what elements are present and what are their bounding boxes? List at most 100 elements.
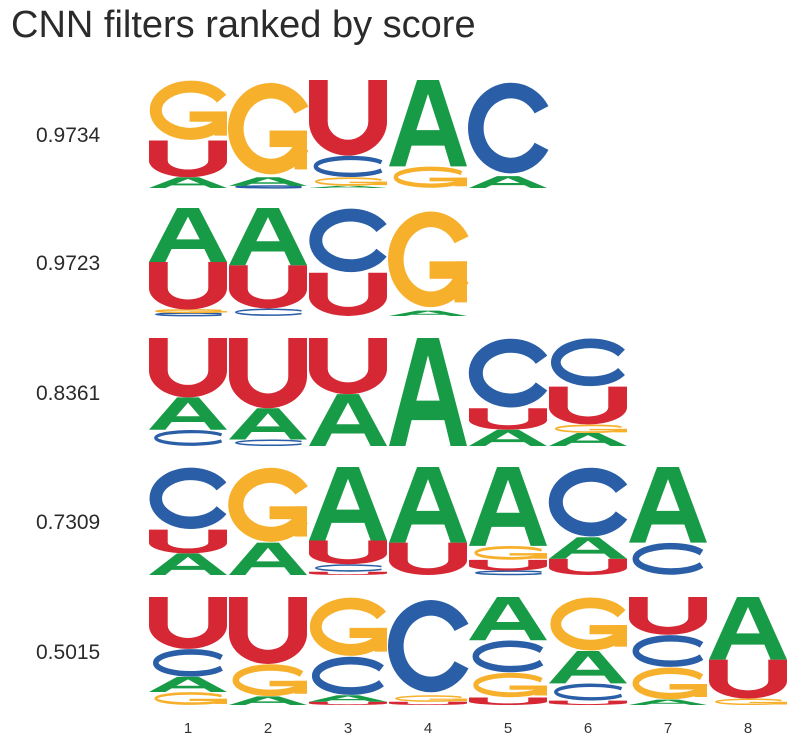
logo-letter-g <box>476 675 547 696</box>
logo-letter-u <box>389 542 467 575</box>
row-score-label: 0.5015 <box>36 641 100 664</box>
logo-column-6 <box>549 343 627 446</box>
logo-letter-a <box>389 467 467 543</box>
logo-letter-u <box>149 338 227 398</box>
logo-letter-a <box>549 433 627 446</box>
logo-letter-u <box>309 272 387 316</box>
row-score-label: 0.9734 <box>36 124 101 147</box>
x-tick-label: 6 <box>584 720 592 737</box>
logo-letter-g <box>236 475 307 536</box>
logo-row-4: 0.7309 <box>36 467 707 575</box>
logo-column-5 <box>469 467 547 575</box>
logo-letter-c <box>556 685 622 698</box>
logo-letter-u <box>309 338 387 395</box>
logo-letter-c <box>156 474 222 523</box>
logo-letter-a <box>229 177 307 186</box>
logo-letter-c <box>476 346 542 401</box>
logo-letter-c <box>396 608 462 685</box>
logo-letter-u <box>149 140 227 178</box>
row-score-label: 0.7309 <box>36 511 100 534</box>
logo-letter-a <box>229 542 307 575</box>
logo-letter-c <box>636 546 702 571</box>
logo-column-3 <box>309 215 387 316</box>
logo-letter-g <box>156 87 227 136</box>
logo-letter-u <box>389 701 467 705</box>
logo-column-1 <box>149 208 227 316</box>
logo-letter-u <box>149 597 227 649</box>
logo-letter-a <box>149 397 227 430</box>
logo-row-1: 0.9734 <box>36 80 547 188</box>
logo-row-3: 0.8361 <box>36 338 627 446</box>
logo-letter-g <box>156 310 227 313</box>
logo-column-2 <box>229 208 307 315</box>
logo-column-3 <box>309 467 387 575</box>
logo-letter-g <box>156 693 227 704</box>
logo-letter-a <box>549 537 627 559</box>
logo-letter-g <box>236 668 307 694</box>
logo-letter-u <box>309 80 387 156</box>
logo-letter-a <box>469 467 547 546</box>
logo-row-2: 0.9723 <box>36 208 467 316</box>
logo-letter-c <box>476 571 542 574</box>
logo-letter-u <box>549 558 627 575</box>
logo-letter-a <box>309 394 387 446</box>
logo-column-1 <box>149 338 227 444</box>
logo-column-4 <box>389 80 467 187</box>
logo-letter-c <box>156 313 222 316</box>
x-tick-label: 1 <box>184 720 192 737</box>
logo-letter-u <box>149 529 227 554</box>
x-tick-label: 2 <box>264 720 272 737</box>
logo-column-7 <box>629 597 707 705</box>
logo-letter-a <box>389 338 467 446</box>
logo-letter-c <box>236 440 302 445</box>
logo-letter-a <box>309 695 387 702</box>
x-tick-label: 8 <box>744 720 752 737</box>
logo-column-2 <box>229 338 307 445</box>
logo-letter-c <box>156 652 222 674</box>
logo-column-2 <box>229 91 307 188</box>
logo-column-4 <box>389 467 467 575</box>
logo-letter-a <box>469 597 547 641</box>
logo-column-8 <box>709 597 787 705</box>
logo-letter-u <box>229 597 307 664</box>
logo-letter-g <box>316 604 387 652</box>
logo-letter-g <box>556 603 627 647</box>
logo-letter-a <box>389 310 467 316</box>
logo-letter-a <box>309 467 387 541</box>
logo-letter-u <box>309 571 387 575</box>
logo-letter-c <box>156 432 222 445</box>
logo-letter-u <box>469 697 547 705</box>
logo-letter-c <box>316 565 382 571</box>
logo-column-6 <box>549 475 627 575</box>
logo-letter-c <box>636 638 702 663</box>
logo-letter-c <box>476 644 542 669</box>
row-score-label: 0.8361 <box>36 382 100 405</box>
x-tick-label: 5 <box>504 720 512 737</box>
logo-letter-u <box>469 408 547 430</box>
logo-letter-a <box>149 676 227 693</box>
logo-column-1 <box>149 597 227 704</box>
logo-letter-u <box>709 659 787 699</box>
logo-letter-c <box>236 186 302 188</box>
logo-letter-c <box>556 343 622 381</box>
logo-letter-g <box>236 91 307 170</box>
logo-letter-a <box>309 185 387 188</box>
logo-column-5 <box>469 91 547 188</box>
logo-letter-u <box>229 265 307 309</box>
logo-letter-u <box>309 540 387 565</box>
logo-letter-g <box>556 425 627 433</box>
logo-letter-a <box>229 208 307 266</box>
logo-letter-u <box>149 262 227 310</box>
logo-letter-g <box>396 219 467 302</box>
logo-letter-g <box>396 696 467 702</box>
logo-letter-g <box>716 699 787 705</box>
logo-column-1 <box>149 87 227 188</box>
logo-letter-u <box>629 597 707 635</box>
logo-column-2 <box>229 475 307 575</box>
logo-column-2 <box>229 597 307 705</box>
x-tick-label: 3 <box>344 720 352 737</box>
logo-column-7 <box>629 467 707 571</box>
logo-letter-u <box>229 338 307 409</box>
logo-column-1 <box>149 474 227 575</box>
logo-letter-c <box>556 475 622 530</box>
